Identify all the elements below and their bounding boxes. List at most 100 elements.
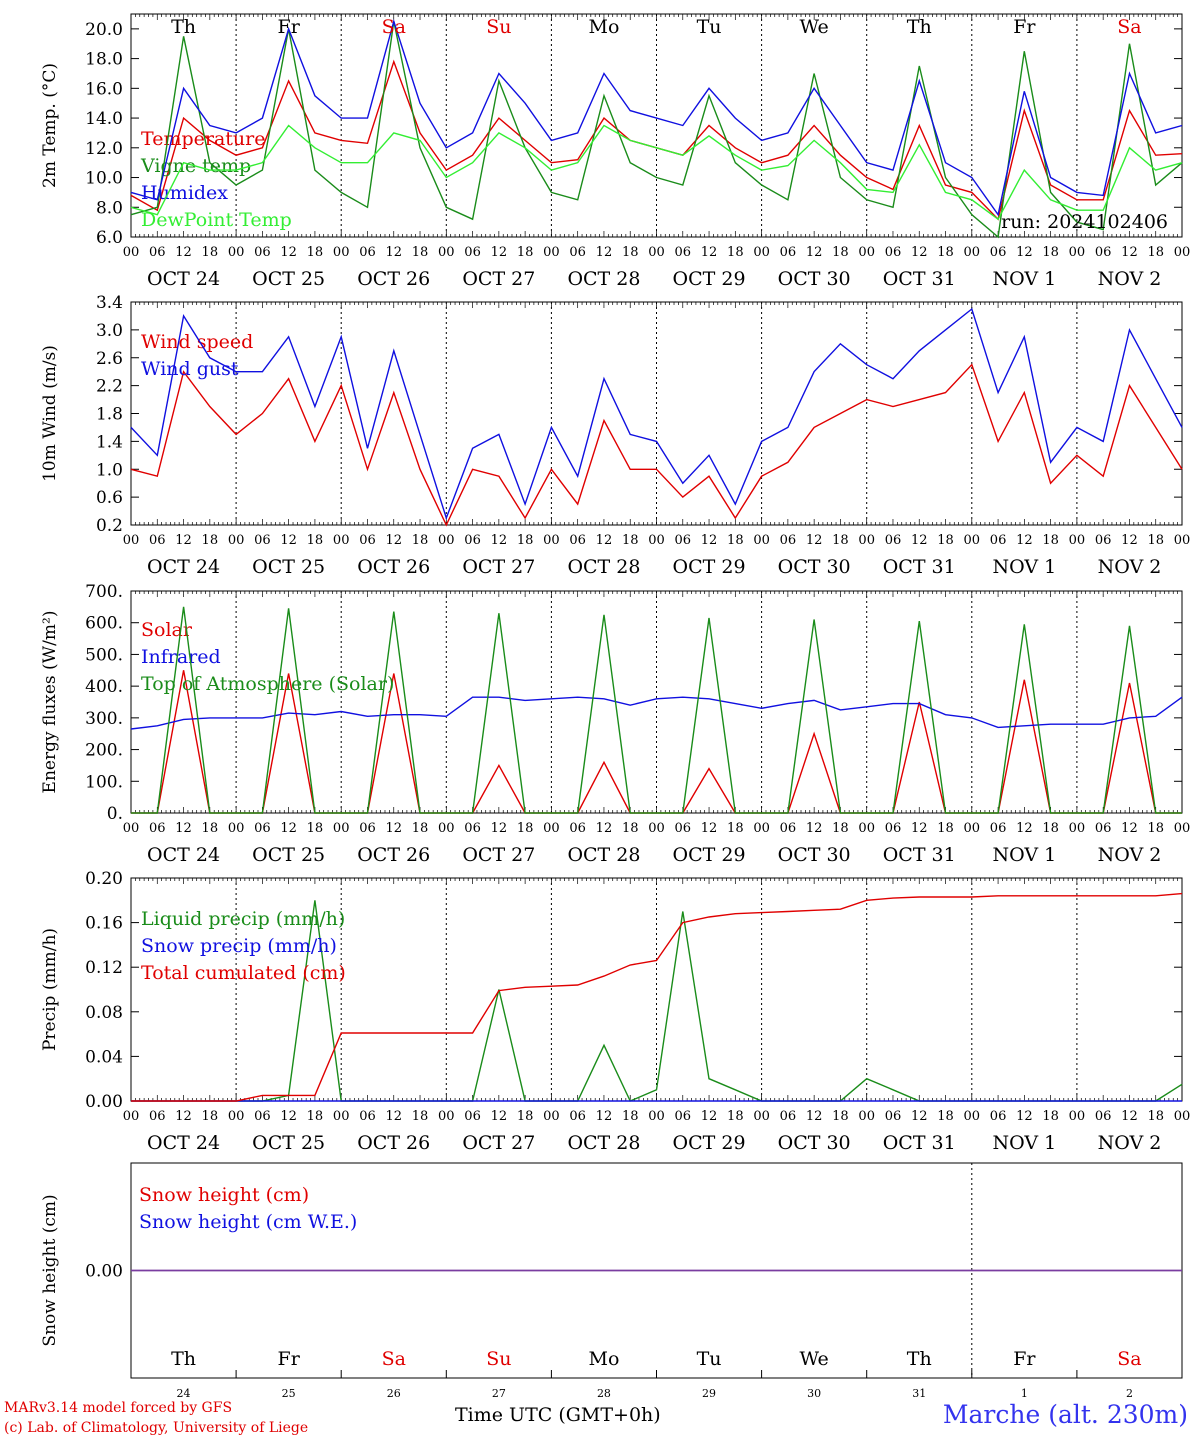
hour-label: 18 bbox=[307, 533, 324, 548]
hour-label: 12 bbox=[596, 1109, 613, 1124]
hour-label: 00 bbox=[858, 533, 875, 548]
hour-label: 12 bbox=[1016, 821, 1033, 836]
day-number: 2 bbox=[1126, 1387, 1133, 1400]
hour-label: 06 bbox=[569, 1109, 586, 1124]
date-label: OCT 25 bbox=[252, 556, 325, 578]
hour-label: 06 bbox=[254, 821, 271, 836]
hour-label: 12 bbox=[491, 533, 508, 548]
y-tick-label: 6.0 bbox=[96, 228, 123, 248]
hour-label: 00 bbox=[1069, 533, 1086, 548]
hour-label: 00 bbox=[543, 821, 560, 836]
date-label: OCT 27 bbox=[462, 1132, 535, 1154]
hour-label: 18 bbox=[832, 533, 849, 548]
hour-label: 12 bbox=[280, 533, 297, 548]
series-line bbox=[130, 307, 1183, 521]
hour-label: 06 bbox=[885, 533, 902, 548]
hour-label: 00 bbox=[648, 533, 665, 548]
hour-label: 06 bbox=[780, 821, 797, 836]
weekday-label: Su bbox=[486, 1348, 511, 1370]
date-label: OCT 27 bbox=[462, 844, 535, 866]
legend-entry: Humidex bbox=[141, 182, 228, 204]
hour-label: 00 bbox=[964, 245, 981, 260]
hour-label: 12 bbox=[1016, 245, 1033, 260]
date-label: OCT 31 bbox=[883, 1132, 956, 1154]
hour-label: 18 bbox=[412, 1109, 429, 1124]
hour-label: 06 bbox=[885, 1109, 902, 1124]
hour-label: 06 bbox=[569, 245, 586, 260]
hour-label: 12 bbox=[806, 533, 823, 548]
hour-label: 06 bbox=[359, 245, 376, 260]
hour-label: 06 bbox=[359, 533, 376, 548]
hour-label: 00 bbox=[753, 821, 770, 836]
hour-label: 00 bbox=[333, 821, 350, 836]
weekday-label: Fr bbox=[1013, 16, 1036, 38]
y-axis-label: Energy fluxes (W/m²) bbox=[40, 611, 60, 794]
weekday-label: Sa bbox=[1117, 1348, 1141, 1370]
hour-label: 12 bbox=[175, 821, 192, 836]
hour-label: 12 bbox=[701, 821, 718, 836]
hour-label: 12 bbox=[280, 245, 297, 260]
hour-label: 00 bbox=[543, 1109, 560, 1124]
hour-label: 06 bbox=[569, 533, 586, 548]
hour-label: 00 bbox=[964, 821, 981, 836]
weekday-label: Su bbox=[486, 16, 511, 38]
legend-entry: Top of Atmosphere (Solar) bbox=[141, 673, 394, 695]
hour-label: 00 bbox=[858, 245, 875, 260]
time-axis-label: Time UTC (GMT+0h) bbox=[455, 1404, 661, 1426]
y-tick-label: 0.20 bbox=[85, 869, 123, 889]
y-axis-label: 2m Temp. (°C) bbox=[40, 63, 60, 188]
y-tick-label: 0.08 bbox=[85, 1003, 123, 1023]
weekday-label: We bbox=[800, 1348, 829, 1370]
y-tick-label: 0.2 bbox=[96, 516, 123, 536]
hour-label: 06 bbox=[254, 1109, 271, 1124]
weekday-label: Fr bbox=[278, 16, 301, 38]
hour-label: 06 bbox=[1095, 245, 1112, 260]
date-label: OCT 24 bbox=[147, 268, 220, 290]
series-line bbox=[131, 892, 1183, 1102]
date-label: NOV 2 bbox=[1098, 268, 1162, 290]
date-label: OCT 28 bbox=[567, 556, 640, 578]
date-label: NOV 2 bbox=[1098, 1132, 1162, 1154]
day-number: 31 bbox=[912, 1387, 926, 1400]
hour-label: 00 bbox=[1174, 821, 1191, 836]
hour-label: 00 bbox=[438, 1109, 455, 1124]
date-label: NOV 2 bbox=[1098, 844, 1162, 866]
hour-label: 06 bbox=[780, 1109, 797, 1124]
date-label: OCT 30 bbox=[778, 1132, 851, 1154]
model-credit: MARv3.14 model forced by GFS bbox=[4, 1400, 233, 1416]
hour-label: 12 bbox=[911, 821, 928, 836]
hour-label: 12 bbox=[701, 245, 718, 260]
hour-label: 18 bbox=[832, 245, 849, 260]
legend-entry: Wind gust bbox=[141, 358, 239, 380]
hour-label: 12 bbox=[175, 245, 192, 260]
hour-label: 00 bbox=[333, 1109, 350, 1124]
hour-label: 06 bbox=[675, 533, 692, 548]
date-label: OCT 31 bbox=[883, 556, 956, 578]
hour-label: 18 bbox=[622, 821, 639, 836]
hour-label: 06 bbox=[359, 1109, 376, 1124]
y-tick-label: 16.0 bbox=[85, 79, 123, 99]
hour-label: 18 bbox=[832, 821, 849, 836]
date-label: OCT 26 bbox=[357, 268, 430, 290]
day-number: 1 bbox=[1021, 1387, 1028, 1400]
hour-label: 12 bbox=[596, 821, 613, 836]
date-label: OCT 26 bbox=[357, 1132, 430, 1154]
hour-label: 12 bbox=[701, 533, 718, 548]
date-label: OCT 31 bbox=[883, 268, 956, 290]
hour-label: 06 bbox=[254, 533, 271, 548]
hour-label: 06 bbox=[149, 821, 166, 836]
hour-label: 12 bbox=[701, 1109, 718, 1124]
weekday-label: Fr bbox=[1013, 1348, 1036, 1370]
weekday-label: Tu bbox=[697, 1348, 722, 1370]
weekday-label: Mo bbox=[588, 1348, 619, 1370]
hour-label: 12 bbox=[1121, 1109, 1138, 1124]
hour-label: 18 bbox=[202, 821, 219, 836]
hour-label: 06 bbox=[359, 821, 376, 836]
hour-label: 00 bbox=[543, 245, 560, 260]
date-label: OCT 26 bbox=[357, 844, 430, 866]
hour-label: 18 bbox=[937, 245, 954, 260]
weekday-label: Sa bbox=[1117, 16, 1141, 38]
hour-label: 12 bbox=[385, 245, 402, 260]
y-tick-label: 200. bbox=[85, 741, 123, 761]
hour-label: 00 bbox=[438, 533, 455, 548]
